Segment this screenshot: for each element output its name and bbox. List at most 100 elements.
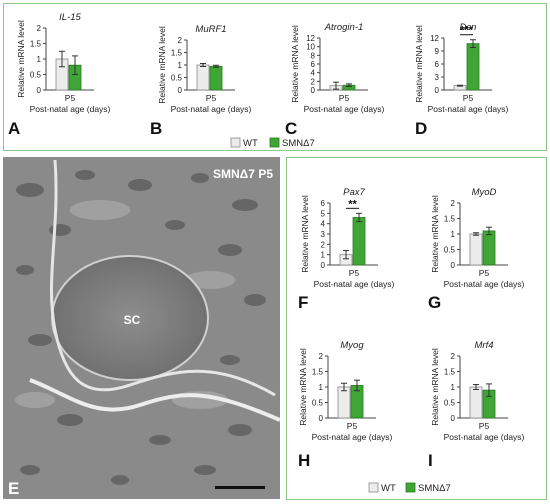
- y-axis-label: Relative mRNA level: [414, 25, 424, 103]
- panel-label-b: B: [150, 119, 162, 138]
- top-panel-frame: [3, 3, 547, 151]
- y-tick-label: 1: [451, 230, 456, 239]
- chart-title: Mrf4: [475, 340, 494, 351]
- y-tick-label: 0: [451, 261, 456, 270]
- y-axis-label: Relative mRNA level: [290, 25, 300, 103]
- membrane-line-lower: [29, 378, 280, 422]
- y-tick-label: 1: [178, 61, 183, 70]
- legend-wt-swatch: [368, 482, 379, 493]
- y-axis-label: Relative mRNA level: [16, 20, 26, 98]
- y-tick-label: 0.5: [444, 246, 456, 255]
- y-tick-label: 2: [311, 77, 316, 86]
- chart-pax7: Pax7 01 234 56 Relative mRNA level ** P5Post-n…: [298, 187, 395, 312]
- legend-wt-label: WT: [381, 483, 396, 494]
- bar-wt: [337, 386, 351, 419]
- y-tick-label: 3: [321, 230, 326, 239]
- x-category-label: P5: [65, 93, 76, 103]
- y-tick-label: 10: [306, 43, 315, 52]
- y-tick-label: 0: [435, 86, 440, 95]
- chart-title: MyoD: [472, 187, 497, 198]
- y-tick-label: 9: [435, 47, 440, 56]
- legend-smn-label: SMNΔ7: [282, 138, 315, 149]
- y-tick-label: 0.5: [171, 74, 183, 83]
- x-category-label: P5: [479, 421, 490, 431]
- chart-dcn: Dcn 0 3 6 9 12 Relative mRNA level *** P5Post-na…: [414, 22, 509, 138]
- panel-label-h: H: [298, 451, 310, 470]
- y-tick-label: 1.5: [171, 49, 183, 58]
- y-tick-label: 0: [178, 86, 183, 95]
- y-tick-label: 0: [451, 414, 456, 423]
- chart-title: Atrogin-1: [324, 22, 364, 33]
- chart-title: Pax7: [343, 187, 365, 198]
- right-panel-frame: [286, 157, 547, 500]
- bar-wt: [196, 64, 210, 91]
- y-tick-label: 1.5: [444, 215, 456, 224]
- legend-smn-label: SMNΔ7: [418, 483, 451, 494]
- x-category-label: P5: [479, 268, 490, 278]
- chart-myog: Myog 0 0.5 1 1.5 2 Relative mRNA level P5Post-n…: [298, 340, 393, 470]
- y-tick-label: 2: [319, 352, 324, 361]
- chart-il-15: IL-15 0 0.5 1 1.5 2 Relative mRNA level P5Post-…: [8, 12, 111, 138]
- y-tick-label: 1: [451, 383, 456, 392]
- y-tick-label: 1.5: [444, 368, 456, 377]
- x-axis-label: Post-natal age (days): [171, 104, 252, 114]
- y-tick-label: 0.5: [30, 71, 42, 80]
- y-tick-label: 12: [430, 34, 439, 43]
- y-tick-label: 0: [37, 86, 42, 95]
- y-tick-label: 0: [319, 414, 324, 423]
- chart-mrf4: Mrf4 0 0.5 1 1.5 2 Relative mRNA level P5Post-n…: [428, 340, 525, 470]
- x-category-label: P5: [339, 93, 350, 103]
- y-tick-label: 1: [321, 251, 326, 260]
- x-axis-label: Post-natal age (days): [314, 279, 395, 289]
- micrograph-panel: SMNΔ7 P5 SC E: [3, 157, 280, 499]
- y-tick-label: 0.5: [444, 399, 456, 408]
- x-category-label: P5: [206, 93, 217, 103]
- x-category-label: P5: [349, 268, 360, 278]
- legend-smn-swatch: [269, 137, 280, 148]
- legend-wt-swatch: [230, 137, 241, 148]
- y-tick-label: 8: [311, 51, 316, 60]
- bar-smn: [352, 217, 366, 266]
- y-axis-label: Relative mRNA level: [300, 195, 310, 273]
- y-tick-label: 1.5: [312, 368, 324, 377]
- chart-title: Dcn: [460, 22, 477, 33]
- legend-bottom: WT SMNΔ7: [368, 482, 451, 494]
- panel-label-c: C: [285, 119, 297, 138]
- panel-label-a: A: [8, 119, 20, 138]
- y-tick-label: 5: [321, 209, 326, 218]
- x-axis-label: Post-natal age (days): [304, 104, 385, 114]
- panel-label-f: F: [298, 293, 308, 312]
- x-category-label: P5: [463, 93, 474, 103]
- y-tick-label: 0: [311, 86, 316, 95]
- y-tick-label: 2: [451, 199, 456, 208]
- x-axis-label: Post-natal age (days): [444, 432, 525, 442]
- panel-label-e: E: [8, 479, 19, 498]
- chart-title: Myog: [340, 340, 364, 351]
- x-axis-label: Post-natal age (days): [428, 104, 509, 114]
- y-axis-label: Relative mRNA level: [430, 195, 440, 273]
- y-tick-label: 6: [435, 60, 440, 69]
- micrograph-light-regions: [15, 200, 235, 409]
- y-tick-label: 2: [451, 352, 456, 361]
- legend-top: WT SMNΔ7: [230, 137, 315, 149]
- bar-wt: [469, 386, 483, 419]
- membrane-line: [50, 159, 276, 397]
- y-tick-label: 4: [321, 220, 326, 229]
- x-axis-label: Post-natal age (days): [312, 432, 393, 442]
- significance-marker: ***: [460, 25, 474, 37]
- bar-smn: [209, 65, 223, 91]
- scale-bar: [215, 486, 265, 489]
- legend-wt-label: WT: [243, 138, 258, 149]
- y-tick-label: 1.5: [30, 40, 42, 49]
- y-tick-label: 0.5: [312, 399, 324, 408]
- x-axis-label: Post-natal age (days): [30, 104, 111, 114]
- satellite-cell-label: SC: [124, 313, 141, 327]
- panel-label-d: D: [415, 119, 427, 138]
- y-tick-label: 2: [178, 36, 183, 45]
- y-tick-label: 1: [319, 383, 324, 392]
- y-tick-label: 6: [311, 60, 316, 69]
- chart-title: MuRF1: [195, 24, 226, 35]
